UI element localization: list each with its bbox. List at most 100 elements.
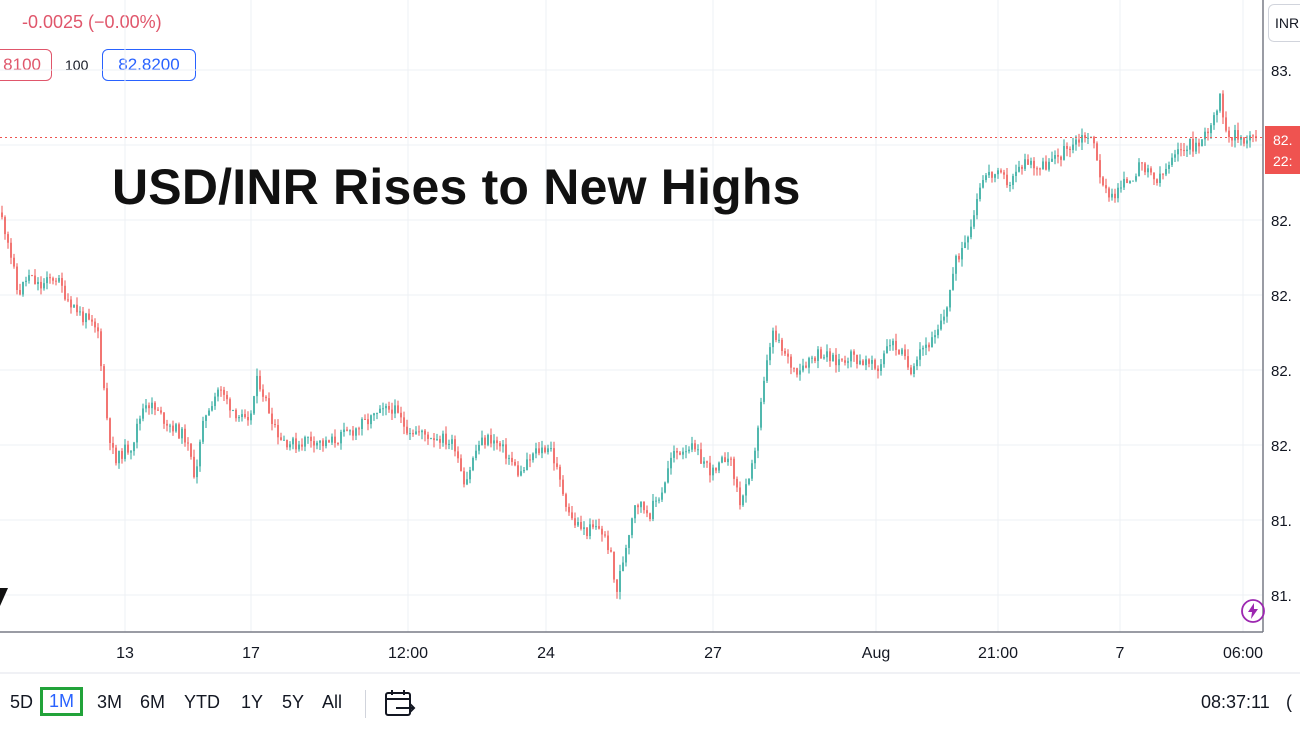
- candle-body: [739, 487, 741, 506]
- candle-body: [802, 365, 804, 371]
- candle-body: [343, 429, 345, 432]
- candles: [1, 90, 1257, 600]
- candle-body: [895, 340, 897, 351]
- candle-body: [1060, 156, 1062, 160]
- candle-body: [520, 471, 522, 476]
- candle-body: [598, 526, 600, 529]
- candle-body: [1042, 161, 1044, 169]
- candle-body: [112, 442, 114, 448]
- candle-body: [211, 406, 213, 411]
- candle-body: [958, 255, 960, 260]
- price-change: -0.0025 (−0.00%): [22, 12, 162, 32]
- candle-body: [730, 458, 732, 460]
- candle-body: [769, 347, 771, 361]
- candle-body: [652, 500, 654, 520]
- calendar-goto-icon[interactable]: [384, 688, 416, 718]
- candle-body: [400, 412, 402, 418]
- time-tick-label: 24: [537, 645, 555, 662]
- candle-body: [946, 307, 948, 317]
- candle-body: [229, 399, 231, 411]
- candle-body: [1030, 160, 1032, 165]
- candle-body: [835, 354, 837, 366]
- candle-body: [289, 444, 291, 448]
- candle-body: [19, 289, 21, 295]
- candle-body: [847, 361, 849, 363]
- candle-body: [793, 367, 795, 369]
- candle-body: [1039, 168, 1041, 170]
- candle-body: [589, 524, 591, 537]
- candle-body: [697, 449, 699, 451]
- candle-body: [1096, 143, 1098, 161]
- timezone-label[interactable]: (: [1286, 692, 1292, 712]
- candle-body: [517, 465, 519, 476]
- time-tick-label: 27: [704, 645, 722, 662]
- candle-body: [910, 367, 912, 375]
- candle-body: [874, 359, 876, 369]
- range-ytd-button[interactable]: YTD: [184, 692, 220, 712]
- candle-body: [1195, 142, 1197, 152]
- candle-body: [976, 199, 978, 216]
- candle-body: [601, 528, 603, 535]
- candle-body: [223, 389, 225, 395]
- candle-body: [925, 344, 927, 348]
- candle-body: [136, 423, 138, 443]
- candle-body: [163, 412, 165, 424]
- range-3m-button[interactable]: 3M: [97, 692, 123, 712]
- candle-body: [328, 440, 330, 443]
- range-1m-button[interactable]: 1M: [40, 687, 84, 716]
- range-all-button[interactable]: All: [322, 692, 343, 712]
- candle-body: [85, 313, 87, 323]
- candle-body: [1180, 149, 1182, 151]
- candle-body: [1219, 93, 1221, 111]
- candle-body: [1243, 137, 1245, 144]
- range-6m-button[interactable]: 6M: [140, 692, 166, 712]
- range-1y-button[interactable]: 1Y: [241, 692, 264, 712]
- candle-body: [175, 424, 177, 432]
- buy-price-button[interactable]: 82.8200: [102, 49, 196, 81]
- candle-body: [376, 412, 378, 414]
- range-5y-button[interactable]: 5Y: [282, 692, 305, 712]
- candle-body: [751, 463, 753, 479]
- candle-body: [304, 437, 306, 447]
- candle-body: [634, 505, 636, 519]
- candle-body: [67, 299, 69, 301]
- candle-body: [478, 444, 480, 451]
- candle-body: [133, 442, 135, 452]
- time-tick-label: 12:00: [388, 645, 428, 662]
- candle-body: [385, 406, 387, 409]
- candle-body: [334, 436, 336, 444]
- candle-body: [1156, 179, 1158, 184]
- candle-body: [880, 364, 882, 372]
- candle-body: [1045, 161, 1047, 170]
- candle-body: [1117, 187, 1119, 199]
- candle-body: [331, 436, 333, 443]
- last-price-tag: 82. 22:: [1265, 126, 1300, 174]
- candle-body: [790, 356, 792, 368]
- candle-body: [1036, 168, 1038, 170]
- range-5d-button[interactable]: 5D: [10, 692, 34, 712]
- candle-body: [673, 450, 675, 458]
- candle-body: [100, 331, 102, 367]
- symbol-chip[interactable]: INR: [1268, 4, 1300, 42]
- candle-body: [1087, 137, 1089, 139]
- candle-body: [472, 457, 474, 471]
- candle-body: [445, 433, 447, 445]
- candle-body: [823, 357, 825, 359]
- candle-body: [1225, 117, 1227, 131]
- candle-body: [967, 237, 969, 243]
- candle-body: [1015, 171, 1017, 176]
- candle-body: [1018, 166, 1020, 172]
- sell-price-button[interactable]: 8100: [0, 49, 52, 81]
- lightning-icon[interactable]: [1240, 598, 1266, 624]
- candle-body: [682, 451, 684, 455]
- candle-body: [1078, 139, 1080, 143]
- candle-body: [655, 500, 657, 502]
- candle-body: [1240, 137, 1242, 140]
- candle-body: [931, 337, 933, 348]
- candle-body: [1198, 142, 1200, 147]
- candle-body: [1141, 162, 1143, 164]
- candle-body: [97, 327, 99, 332]
- candle-body: [1207, 131, 1209, 134]
- candle-body: [919, 349, 921, 360]
